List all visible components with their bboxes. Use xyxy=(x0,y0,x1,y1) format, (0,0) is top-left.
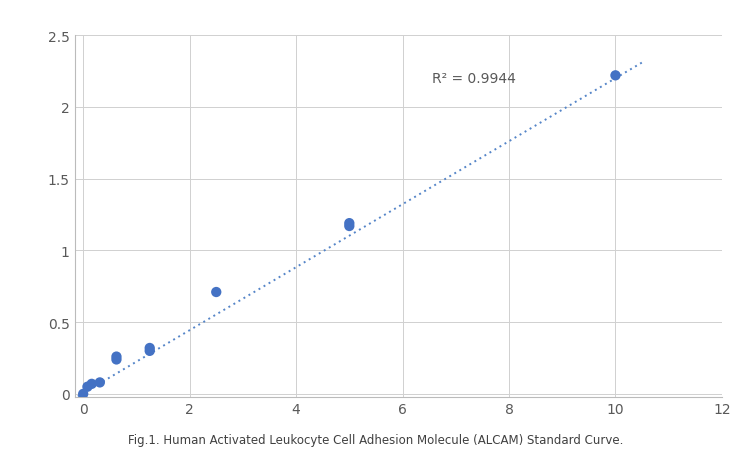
Point xyxy=(344,223,356,230)
Point xyxy=(144,345,156,352)
Text: R² = 0.9944: R² = 0.9944 xyxy=(432,72,516,86)
Point xyxy=(77,391,89,398)
Point xyxy=(86,380,98,387)
Point xyxy=(144,347,156,354)
Text: Fig.1. Human Activated Leukocyte Cell Adhesion Molecule (ALCAM) Standard Curve.: Fig.1. Human Activated Leukocyte Cell Ad… xyxy=(129,433,623,446)
Point xyxy=(211,289,223,296)
Point xyxy=(94,379,106,386)
Point xyxy=(111,356,123,363)
Point xyxy=(609,73,621,80)
Point xyxy=(81,383,93,391)
Point xyxy=(344,220,356,227)
Point xyxy=(111,353,123,360)
